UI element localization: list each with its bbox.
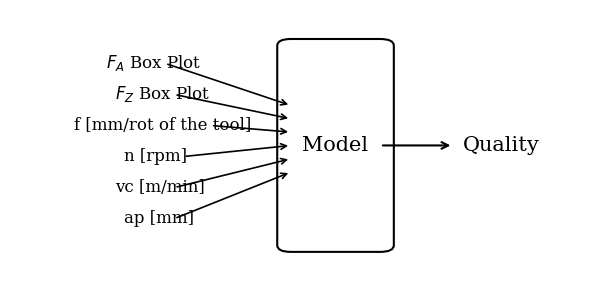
Text: Model: Model <box>303 136 369 155</box>
Text: f [mm/rot of the tool]: f [mm/rot of the tool] <box>74 117 251 134</box>
Text: n [rpm]: n [rpm] <box>124 148 187 165</box>
FancyBboxPatch shape <box>277 39 394 252</box>
Text: $F_Z$ Box Plot: $F_Z$ Box Plot <box>115 84 210 105</box>
Text: Quality: Quality <box>463 136 539 155</box>
Text: ap [mm]: ap [mm] <box>124 210 194 227</box>
Text: $F_A$ Box Plot: $F_A$ Box Plot <box>106 53 201 73</box>
Text: vc [m/min]: vc [m/min] <box>115 179 205 196</box>
